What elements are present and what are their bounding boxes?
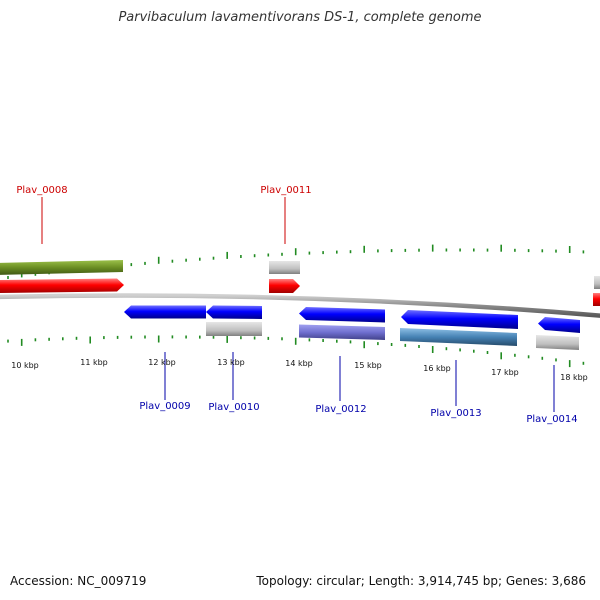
gene-label-plav-0012[interactable]: Plav_0012: [315, 404, 366, 415]
gene-label-plav-0010[interactable]: Plav_0010: [208, 402, 259, 413]
cds-arrow-plav-0011[interactable]: [269, 279, 300, 293]
cds-arrow-plav-0008[interactable]: [0, 278, 124, 294]
grey-feature-plav-0011[interactable]: [269, 261, 300, 274]
cds-arrow-right-edge[interactable]: [593, 293, 600, 306]
cds-arrow-plav-0009[interactable]: [124, 305, 206, 319]
scale-label-16kbp: 16 kbp: [423, 364, 451, 373]
scale-label-14kbp: 14 kbp: [285, 359, 313, 368]
cds-arrow-plav-0013[interactable]: [401, 310, 518, 329]
cds-arrow-plav-0014[interactable]: [538, 317, 580, 333]
scale-label-11kbp: 11 kbp: [80, 358, 108, 367]
grey-feature-plav-0014[interactable]: [536, 335, 579, 350]
map-title: Parvibaculum lavamentivorans DS-1, compl…: [118, 10, 482, 25]
purple-feature-plav-0012[interactable]: [299, 324, 385, 341]
gene-label-plav-0008[interactable]: Plav_0008: [16, 185, 67, 196]
gene-feature-plav-0008[interactable]: [0, 260, 123, 275]
scale-label-15kbp: 15 kbp: [354, 361, 382, 370]
gene-label-plav-0013[interactable]: Plav_0013: [430, 408, 481, 419]
scale-label-17kbp: 17 kbp: [491, 368, 519, 377]
gene-label-plav-0014[interactable]: Plav_0014: [526, 414, 577, 425]
genome-backbone: [0, 293, 600, 318]
grey-feature-plav-0010[interactable]: [206, 322, 262, 336]
grey-feature-right-edge[interactable]: [594, 276, 600, 289]
accession-text: Accession: NC_009719: [10, 574, 147, 588]
reverse-ruler: [7, 335, 585, 368]
cds-arrow-plav-0010[interactable]: [206, 305, 262, 320]
steel-feature-plav-0013[interactable]: [400, 328, 517, 346]
scale-label-12kbp: 12 kbp: [148, 358, 176, 367]
gene-label-plav-0011[interactable]: Plav_0011: [260, 185, 311, 196]
gene-label-plav-0009[interactable]: Plav_0009: [139, 401, 190, 412]
cds-arrow-plav-0012[interactable]: [299, 307, 385, 323]
genome-summary-text: Topology: circular; Length: 3,914,745 bp…: [256, 574, 586, 588]
scale-label-10kbp: 10 kbp: [11, 361, 39, 370]
scale-label-18kbp: 18 kbp: [560, 373, 588, 382]
scale-label-13kbp: 13 kbp: [217, 358, 245, 367]
